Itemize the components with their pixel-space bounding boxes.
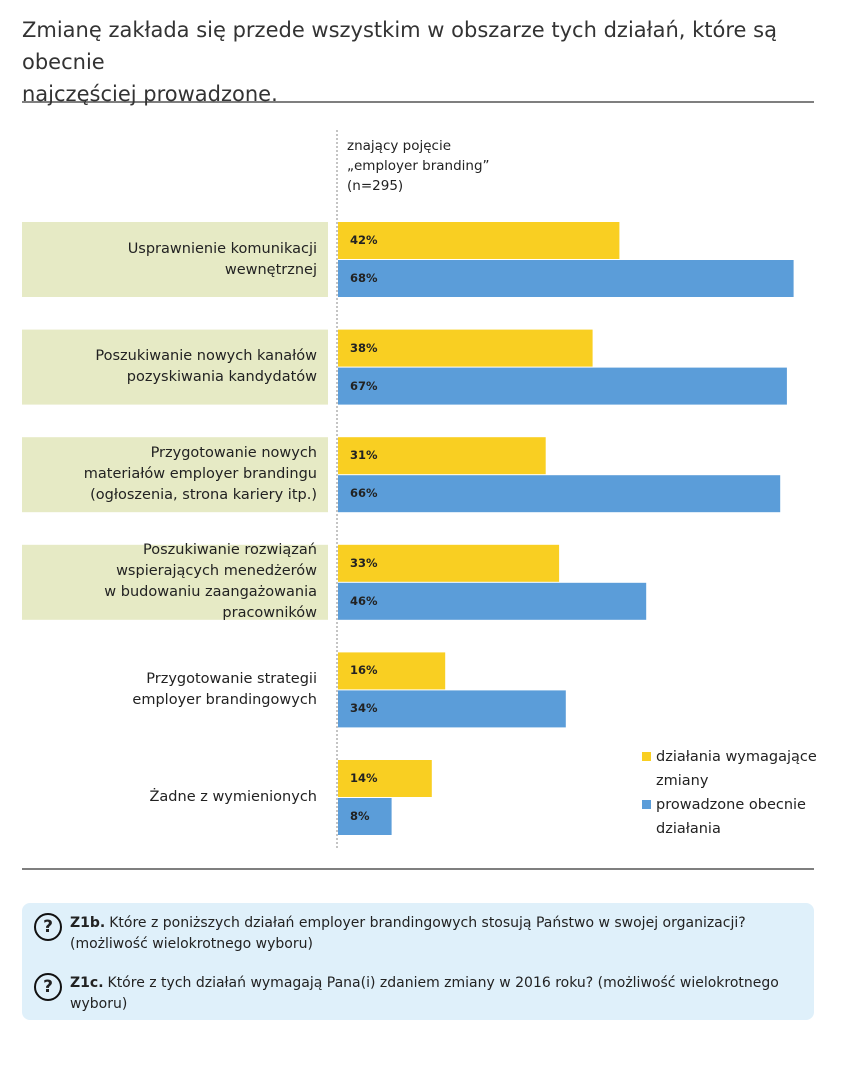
value-label: 14%: [350, 771, 378, 785]
legend-swatch: [642, 800, 651, 809]
bar: [338, 690, 566, 728]
question-code: Z1b.: [70, 915, 106, 931]
legend-swatch: [642, 752, 651, 761]
value-label: 67%: [350, 378, 378, 393]
question-text: Które z poniższych działań employer bran…: [70, 915, 746, 952]
value-label: 68%: [350, 271, 378, 285]
value-label: 34%: [350, 701, 378, 716]
question-box: [22, 903, 814, 1020]
question-icon: ?: [34, 913, 62, 941]
value-label: 16%: [350, 663, 378, 678]
bar: [338, 760, 432, 797]
value-label: 38%: [350, 340, 378, 355]
category-label: Poszukiwanie rozwiązań wspierających men…: [104, 542, 317, 622]
bar: [338, 475, 781, 513]
category-label: Przygotowanie nowych materiałów employer…: [83, 445, 317, 504]
bar: [338, 367, 787, 405]
category-label: Poszukiwanie nowych kanałów pozyskiwania…: [95, 348, 317, 386]
question: Z1c. Które z tych działań wymagają Pana(i…: [70, 973, 790, 1015]
category-box: [22, 544, 328, 620]
value-label: 8%: [350, 809, 370, 823]
bar: [338, 329, 593, 367]
question-text: Które z tych działań wymagają Pana(i) zd…: [70, 975, 779, 1012]
question-code: Z1c.: [70, 975, 104, 991]
bar: [338, 437, 546, 475]
category-box: [22, 222, 328, 297]
category-label: Żadne z wymienionych: [149, 789, 317, 805]
category-label: Przygotowanie strategii employer brandin…: [132, 670, 317, 708]
legend-label: prowadzone obecnie działania: [656, 797, 806, 837]
category-label: Usprawnienie komunikacji wewnętrznej: [127, 240, 317, 278]
value-label: 66%: [350, 486, 378, 501]
question-icon: ?: [34, 973, 62, 1001]
bar: [338, 222, 620, 259]
bar: [338, 260, 794, 297]
question: Z1b. Które z poniższych działań employer …: [70, 913, 790, 955]
value-label: 33%: [350, 555, 378, 570]
value-label: 46%: [350, 593, 378, 608]
bar: [338, 652, 446, 690]
category-box: [22, 329, 328, 405]
category-box: [22, 437, 328, 513]
value-label: 31%: [350, 448, 378, 463]
title: Zmianę zakłada się przede wszystkim w ob…: [22, 18, 777, 106]
legend-label: działania wymagające zmiany: [656, 749, 817, 789]
bar: [338, 798, 392, 835]
bar: [338, 544, 560, 582]
value-label: 42%: [350, 233, 378, 247]
subtitle: znający pojęcie „employer branding” (n=2…: [347, 138, 490, 194]
bar: [338, 582, 647, 620]
